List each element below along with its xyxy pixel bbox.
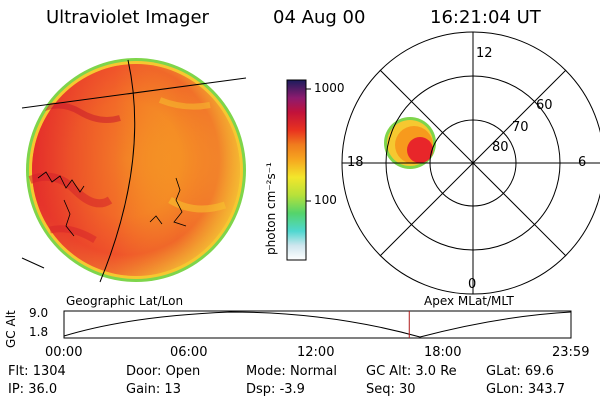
- status-gain-value: 13: [164, 382, 181, 397]
- mlt-label-12: 12: [476, 46, 493, 61]
- status-gc-alt-key: GC Alt:: [366, 364, 412, 379]
- status-glat-value: 69.6: [524, 364, 554, 379]
- status-gc-alt-value: 3.0 Re: [415, 364, 457, 379]
- altitude-ytick-low: 1.8: [29, 325, 49, 339]
- status-gain: Gain: 13: [126, 382, 181, 397]
- status-glat: GLat: 69.6: [486, 364, 554, 379]
- mlat-label-70: 70: [512, 120, 529, 135]
- status-door-value: Open: [165, 364, 201, 379]
- status-glon: GLon: 343.7: [486, 382, 565, 397]
- time-tick-2359: 23:59: [552, 345, 590, 360]
- status-gain-key: Gain:: [126, 382, 161, 397]
- status-ip-key: IP:: [8, 382, 25, 397]
- status-seq-key: Seq:: [366, 382, 395, 397]
- status-flt-value: 1304: [32, 364, 66, 379]
- status-ip: IP: 36.0: [8, 382, 57, 397]
- status-glon-value: 343.7: [527, 382, 566, 397]
- status-dsp-key: Dsp:: [246, 382, 276, 397]
- status-mode-value: Normal: [289, 364, 337, 379]
- status-mode-key: Mode:: [246, 364, 286, 379]
- status-door-key: Door:: [126, 364, 162, 379]
- auroral-oval-spot: [384, 117, 436, 169]
- mlt-label-0: 0: [468, 277, 477, 292]
- mlat-label-60: 60: [536, 98, 553, 113]
- colorbar-tick-1000: 1000: [314, 81, 345, 95]
- polar-plot: [341, 31, 600, 295]
- colorbar-unit-label: photon cm⁻²s⁻¹: [264, 162, 278, 255]
- earth-disc-image: [21, 58, 247, 283]
- time-tick-1800: 18:00: [424, 345, 462, 360]
- instrument-title: Ultraviolet Imager: [46, 7, 209, 28]
- mlt-label-18: 18: [347, 155, 364, 170]
- status-dsp: Dsp: -3.9: [246, 382, 305, 397]
- colorbar-tick-100: 100: [314, 193, 337, 207]
- intensity-colorbar: [286, 79, 311, 261]
- altitude-ylabel: GC Alt: [4, 310, 18, 348]
- time-tick-1200: 12:00: [297, 345, 335, 360]
- status-seq: Seq: 30: [366, 382, 416, 397]
- status-glon-key: GLon:: [486, 382, 524, 397]
- status-glat-key: GLat:: [486, 364, 521, 379]
- observation-time: 16:21:04 UT: [430, 7, 541, 28]
- status-gc-alt: GC Alt: 3.0 Re: [366, 364, 457, 379]
- observation-date: 04 Aug 00: [273, 7, 366, 28]
- altitude-plot: [63, 310, 572, 339]
- status-ip-value: 36.0: [28, 382, 58, 397]
- status-flt: Flt: 1304: [8, 364, 66, 379]
- status-seq-value: 30: [399, 382, 416, 397]
- time-tick-0000: 00:00: [45, 345, 83, 360]
- geographic-panel-label: Geographic Lat/Lon: [66, 294, 184, 308]
- mlat-label-80: 80: [492, 140, 509, 155]
- status-door: Door: Open: [126, 364, 200, 379]
- status-mode: Mode: Normal: [246, 364, 337, 379]
- apex-panel-label: Apex MLat/MLT: [424, 294, 514, 308]
- time-tick-0600: 06:00: [170, 345, 208, 360]
- mlt-label-6: 6: [578, 155, 587, 170]
- altitude-ytick-high: 9.0: [29, 306, 49, 320]
- status-flt-key: Flt:: [8, 364, 29, 379]
- status-dsp-value: -3.9: [279, 382, 305, 397]
